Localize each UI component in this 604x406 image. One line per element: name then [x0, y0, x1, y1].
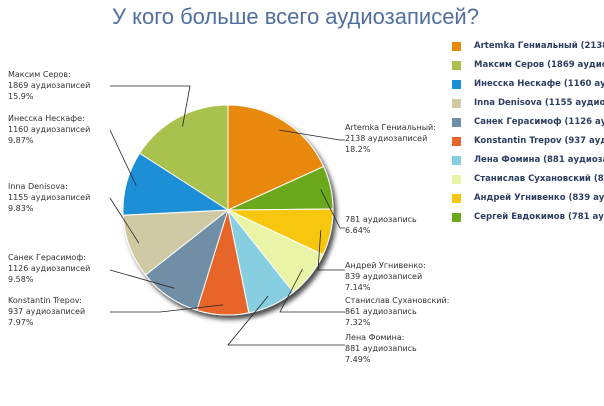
data-label-line: Санек Герасимоф:	[8, 253, 86, 262]
data-label-line: Inna Denisova:	[8, 182, 68, 191]
legend-label: Сергей Евдокимов (781 аудио	[474, 212, 604, 222]
data-label: Konstantin Trepov: 937 аудиозаписей 7.97%	[8, 296, 85, 327]
leader-line	[320, 189, 345, 229]
data-label: Лена Фомина: 881 аудиозапись 7.49%	[345, 333, 417, 364]
legend-label: Лена Фомина (881 аудиозапис	[474, 155, 604, 165]
data-label-line: Инесска Нескафе:	[8, 114, 85, 123]
data-label-line: 1126 аудиозаписей	[8, 264, 90, 273]
data-label: Inna Denisova: 1155 аудиозаписей 9.83%	[8, 182, 90, 213]
data-label-line: 7.97%	[8, 318, 34, 327]
legend-swatch	[452, 175, 461, 184]
leader-line	[109, 197, 140, 244]
legend: Artemka Гениальный (2138 а Максим Серов (…	[452, 40, 604, 240]
data-label-line: 9.87%	[8, 136, 34, 145]
data-label-line: 7.14%	[345, 283, 371, 292]
data-label-line: 9.83%	[8, 204, 34, 213]
data-label-line: 6.64%	[345, 226, 371, 235]
leader-line	[110, 304, 224, 313]
legend-swatch	[452, 118, 461, 127]
data-label-line: 781 аудиозапись	[345, 215, 417, 224]
data-label-line: 7.49%	[345, 355, 371, 364]
legend-label: Станислав Сухановский (861 а	[474, 174, 604, 184]
legend-label: Inna Denisova (1155 аудиоза	[474, 98, 604, 108]
data-label-line: 1869 аудиозаписей	[8, 81, 90, 90]
leader-line	[110, 85, 191, 127]
data-label-line: Станислав Сухановский:	[345, 296, 449, 305]
data-label-line: 15.9%	[8, 92, 34, 101]
data-label-line: Konstantin Trepov:	[8, 296, 82, 305]
data-label-line: 937 аудиозаписей	[8, 307, 85, 316]
legend-swatch	[452, 61, 461, 70]
data-label: Максим Серов: 1869 аудиозаписей 15.9%	[8, 70, 90, 101]
data-label-line: 18.2%	[345, 145, 371, 154]
leader-line	[317, 230, 345, 271]
pie-slice	[138, 104, 229, 211]
leader-line	[109, 129, 137, 186]
data-label-line: Андрей Угнивенко:	[345, 261, 426, 270]
data-label-line: Максим Серов:	[8, 70, 71, 79]
legend-swatch	[452, 42, 461, 51]
data-label: Станислав Сухановский: 861 аудиозапись 7.3…	[345, 296, 449, 327]
chart-title: У кого больше всего аудиозаписей?	[112, 4, 479, 29]
leader-line	[279, 268, 345, 313]
legend-swatch	[452, 156, 461, 165]
data-label-line: 9.58%	[8, 275, 34, 284]
legend-label: Андрей Угнивенко (839 аудио	[474, 193, 604, 203]
leader-line	[109, 269, 175, 289]
data-label-line: 1160 аудиозаписей	[8, 125, 90, 134]
legend-swatch	[452, 194, 461, 203]
legend-swatch	[452, 80, 461, 89]
data-label-line: 7.32%	[345, 318, 371, 327]
data-label-line: 2138 аудиозаписей	[345, 134, 427, 143]
pie-slice	[227, 104, 325, 211]
legend-swatch	[452, 213, 461, 222]
legend-label: Konstantin Trepov (937 аудио	[474, 136, 604, 146]
data-label-line: Artemka Гениальный:	[345, 123, 436, 132]
data-label-line: 881 аудиозапись	[345, 344, 417, 353]
data-label: 781 аудиозапись 6.64%	[345, 215, 417, 235]
leader-line	[227, 295, 345, 346]
data-label-line: 1155 аудиозаписей	[8, 193, 90, 202]
legend-label: Максим Серов (1869 аудиоза	[474, 60, 604, 70]
legend-label: Artemka Гениальный (2138 а	[474, 41, 604, 51]
data-label-line: 861 аудиозапись	[345, 307, 417, 316]
data-label-line: Лена Фомина:	[345, 333, 404, 342]
leader-line	[279, 129, 345, 141]
data-label: Artemka Гениальный: 2138 аудиозаписей 18.2…	[345, 123, 436, 154]
data-label: Санек Герасимоф: 1126 аудиозаписей 9.58%	[8, 253, 90, 284]
legend-label: Санек Герасимоф (1126 аудио	[474, 117, 604, 127]
data-label: Инесска Нескафе: 1160 аудиозаписей 9.87%	[8, 114, 90, 145]
legend-swatch	[452, 99, 461, 108]
legend-swatch	[452, 137, 461, 146]
data-label: Андрей Угнивенко: 839 аудиозаписей 7.14%	[345, 261, 426, 292]
data-label-line: 839 аудиозаписей	[345, 272, 422, 281]
legend-label: Инесска Нескафе (1160 аудио	[474, 79, 604, 89]
